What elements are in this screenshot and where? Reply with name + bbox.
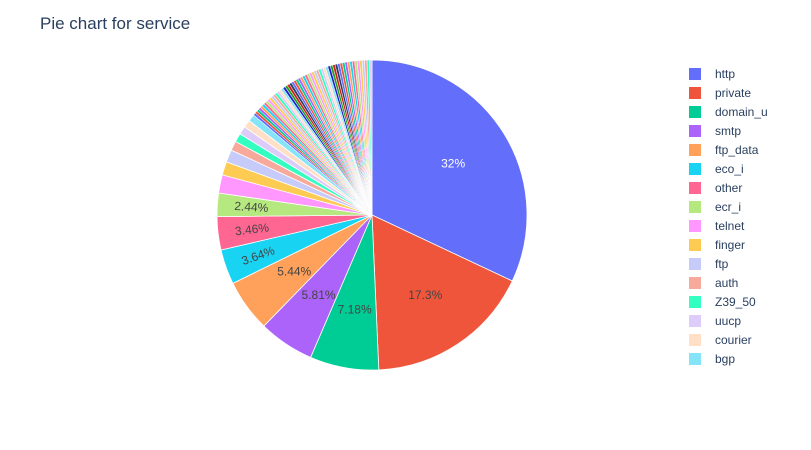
legend-label: ecr_i [715, 200, 741, 214]
legend-swatch [689, 220, 701, 232]
pie-slice-private [371, 214, 513, 371]
legend-swatch [689, 315, 701, 327]
legend-swatch [689, 87, 701, 99]
legend-swatch [689, 334, 701, 346]
pie-slice-label: 5.81% [302, 288, 336, 302]
legend-swatch [689, 239, 701, 251]
legend-item[interactable]: private [689, 86, 751, 100]
pie-slice-label: 3.46% [234, 220, 270, 238]
legend-item[interactable]: bgp [689, 352, 735, 366]
legend-swatch [689, 125, 701, 137]
legend-label: other [715, 181, 742, 195]
legend-label: eco_i [715, 162, 744, 176]
legend-swatch [689, 277, 701, 289]
legend-item[interactable]: eco_i [689, 162, 744, 176]
pie-slice-http [371, 59, 528, 282]
legend-label: smtp [715, 124, 741, 138]
legend-label: bgp [715, 352, 735, 366]
legend-item[interactable]: auth [689, 276, 738, 290]
legend-label: uucp [715, 314, 741, 328]
legend-label: auth [715, 276, 738, 290]
legend-label: Z39_50 [715, 295, 756, 309]
legend-label: ftp [715, 257, 729, 271]
pie-slice-small [369, 59, 373, 216]
legend-swatch [689, 106, 701, 118]
legend-swatch [689, 353, 701, 365]
legend-swatch [689, 182, 701, 194]
legend-item[interactable]: ftp [689, 257, 729, 271]
legend-item[interactable]: courier [689, 333, 752, 347]
legend-label: telnet [715, 219, 745, 233]
pie-slice-label: 2.44% [234, 199, 269, 215]
legend-swatch [689, 144, 701, 156]
legend-swatch [689, 296, 701, 308]
legend-label: private [715, 86, 751, 100]
pie-slice-label: 17.3% [408, 288, 442, 302]
legend-label: courier [715, 333, 752, 347]
legend-item[interactable]: Z39_50 [689, 295, 756, 309]
legend-label: http [715, 67, 735, 81]
legend-item[interactable]: ecr_i [689, 200, 741, 214]
legend-item[interactable]: http [689, 67, 735, 81]
legend-swatch [689, 201, 701, 213]
legend-item[interactable]: finger [689, 238, 745, 252]
legend-item[interactable]: domain_u [689, 105, 768, 119]
chart-title: Pie chart for service [40, 14, 190, 33]
legend-label: finger [715, 238, 745, 252]
pie-slice-label: 32% [441, 157, 465, 171]
legend-swatch [689, 258, 701, 270]
legend-swatch [689, 163, 701, 175]
legend-item[interactable]: smtp [689, 124, 741, 138]
legend-label: domain_u [715, 105, 768, 119]
pie-slice-label: 5.44% [277, 264, 311, 278]
legend-item[interactable]: uucp [689, 314, 741, 328]
pie-slice-label: 7.18% [338, 303, 372, 317]
legend-item[interactable]: other [689, 181, 742, 195]
legend-swatch [689, 68, 701, 80]
legend-item[interactable]: ftp_data [689, 143, 759, 157]
legend-item[interactable]: telnet [689, 219, 745, 233]
legend-label: ftp_data [715, 143, 759, 157]
pie-slices [216, 59, 528, 371]
